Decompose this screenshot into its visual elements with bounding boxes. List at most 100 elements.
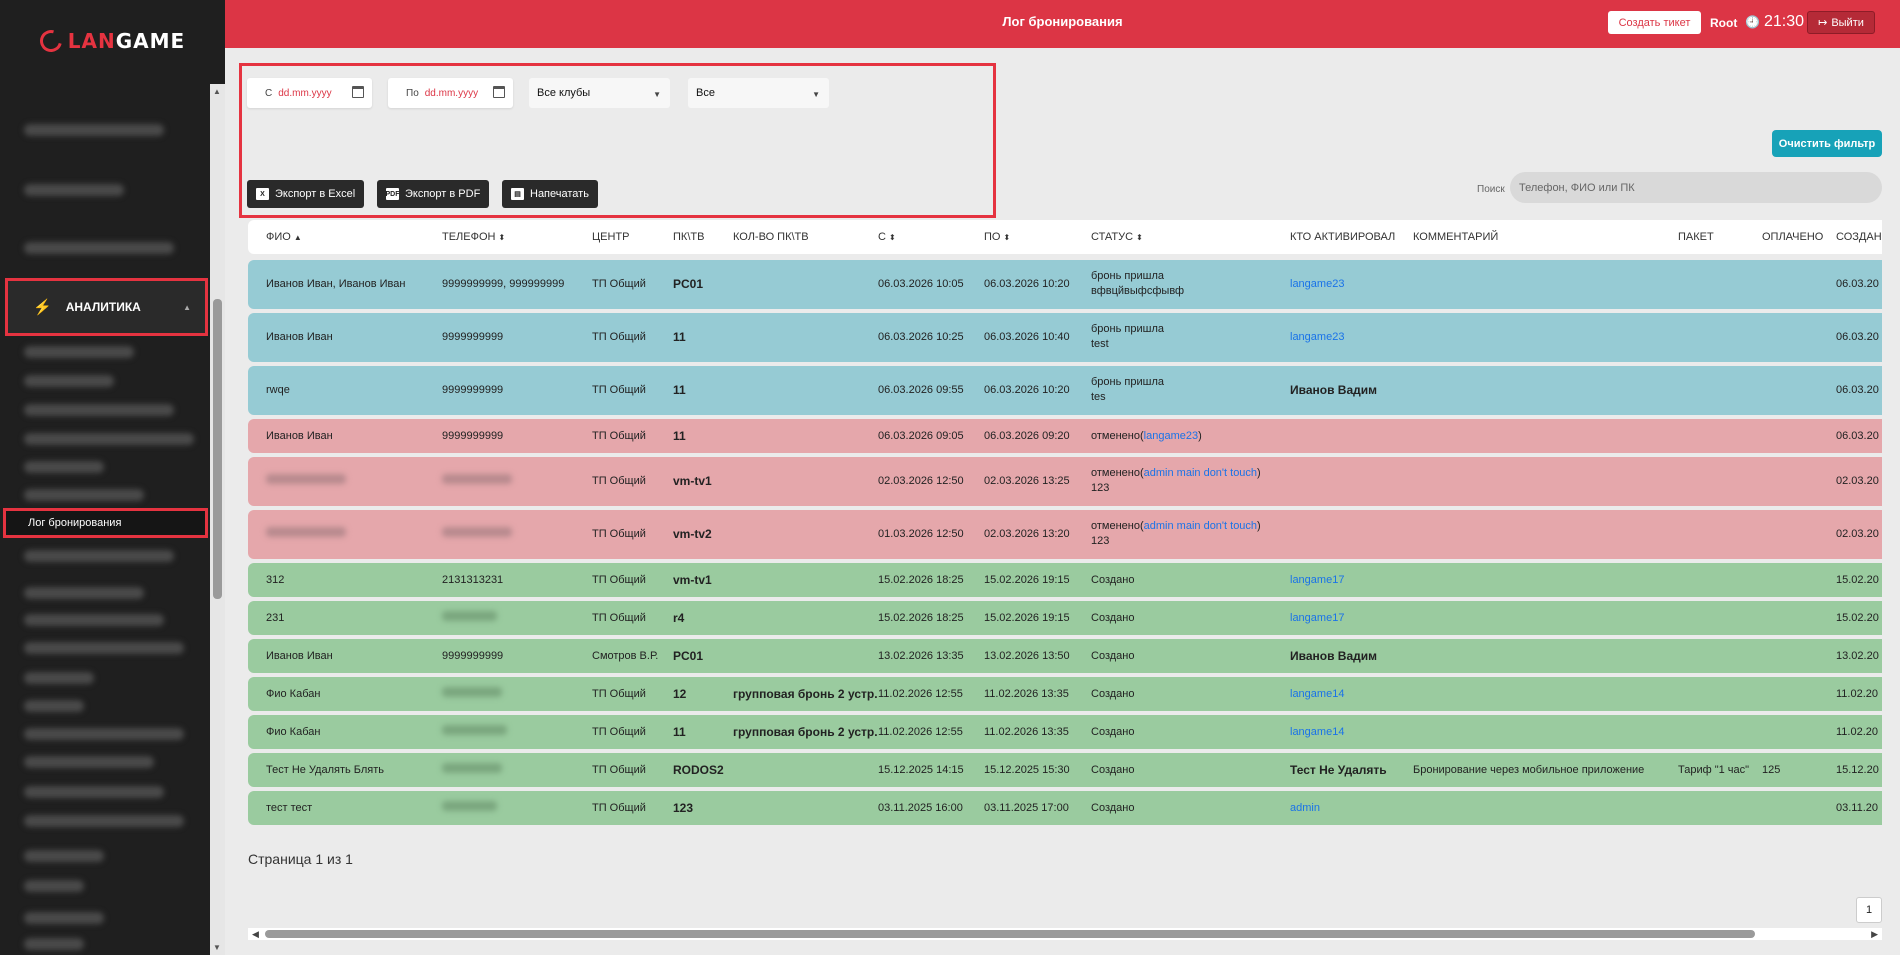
search-input[interactable] <box>1510 172 1882 203</box>
table-row[interactable]: Иванов Иван 9999999999 ТП Общий 11 06.03… <box>248 313 1882 362</box>
column-header-fio[interactable]: ФИО ▲ <box>266 231 302 243</box>
column-header-paid: ОПЛАЧЕНО <box>1762 231 1824 243</box>
create-ticket-button[interactable]: Создать тикет <box>1608 11 1701 34</box>
export-pdf-button[interactable]: PDF Экспорт в PDF <box>377 180 490 208</box>
cell-status-note: 123 <box>1091 535 1110 547</box>
table-row[interactable]: Иванов Иван 9999999999 Смотров В.Р. PC01… <box>248 639 1882 673</box>
sidebar-subitem[interactable] <box>24 550 174 562</box>
logo-text: LANGAME <box>67 29 186 53</box>
sidebar-subitem[interactable] <box>24 815 184 827</box>
table-row[interactable]: ТП Общий vm-tv2 01.03.2026 12:50 02.03.2… <box>248 510 1882 559</box>
sidebar-subitem[interactable] <box>24 912 104 924</box>
export-excel-button[interactable]: X Экспорт в Excel <box>247 180 365 208</box>
cell-activated: Иванов Вадим <box>1290 649 1378 663</box>
sidebar-subitem[interactable] <box>24 587 144 599</box>
cell-activated-link[interactable]: langame17 <box>1290 574 1345 586</box>
sidebar-subitem[interactable] <box>24 642 184 654</box>
column-header-from[interactable]: С ⬍ <box>878 231 896 243</box>
date-to-label: По <box>406 87 419 99</box>
cell-package: Тариф "1 час" <box>1678 764 1750 776</box>
print-label: Напечатать <box>530 188 589 200</box>
sidebar-subitem[interactable] <box>24 700 84 712</box>
cell-fio: Иванов Иван, Иванов Иван <box>266 278 406 290</box>
column-header-phone[interactable]: ТЕЛЕФОН ⬍ <box>442 231 506 243</box>
table-row[interactable]: Тест Не Удалять Блять ТП Общий RODOS2 15… <box>248 753 1882 787</box>
clubs-select[interactable]: Все клубы ▼ <box>529 78 670 108</box>
user-name[interactable]: Root <box>1710 16 1738 30</box>
sidebar-subitem[interactable] <box>24 489 144 501</box>
table-row[interactable]: 312 2131313231 ТП Общий vm-tv1 15.02.202… <box>248 563 1882 597</box>
cell-activated-link[interactable]: admin <box>1290 802 1320 814</box>
sidebar-subitem[interactable] <box>24 728 184 740</box>
status-user-link[interactable]: admin main don't touch <box>1143 467 1258 479</box>
sidebar-subitem[interactable] <box>24 672 94 684</box>
table-row[interactable]: 231 ТП Общий r4 15.02.2026 18:25 15.02.2… <box>248 601 1882 635</box>
clear-filter-button[interactable]: Очистить фильтр <box>1772 130 1882 157</box>
calendar-icon[interactable] <box>493 86 505 98</box>
calendar-icon[interactable] <box>352 86 364 98</box>
scroll-down-icon[interactable]: ▼ <box>213 943 221 952</box>
sidebar-subitem[interactable] <box>24 404 174 416</box>
scrollbar-thumb[interactable] <box>265 930 1755 938</box>
table-row[interactable]: rwqe 9999999999 ТП Общий 11 06.03.2026 0… <box>248 366 1882 415</box>
sidebar-subitem[interactable] <box>24 433 194 445</box>
sidebar-item-analytics[interactable]: ⚡ АНАЛИТИКА ▲ <box>5 278 208 336</box>
cell-created: 06.03.20 <box>1836 384 1879 396</box>
cell-activated-link[interactable]: langame17 <box>1290 612 1345 624</box>
cell-center: ТП Общий <box>592 384 646 396</box>
column-header-status[interactable]: СТАТУС ⬍ <box>1091 231 1143 243</box>
cell-center: Смотров В.Р. <box>592 650 659 662</box>
sidebar-subitem[interactable] <box>24 850 104 862</box>
table-row[interactable]: Фио Кабан ТП Общий 11 групповая бронь 2 … <box>248 715 1882 749</box>
cell-pc: 123 <box>673 801 694 815</box>
logout-button[interactable]: ↦ Выйти <box>1807 11 1875 34</box>
scroll-left-icon[interactable]: ◀ <box>252 929 259 939</box>
sidebar-subitem[interactable] <box>24 938 84 950</box>
table-row[interactable]: Иванов Иван 9999999999 ТП Общий 11 06.03… <box>248 419 1882 453</box>
sidebar-item[interactable] <box>24 184 124 196</box>
clock-time: 21:30 <box>1763 13 1804 30</box>
status-user-link[interactable]: admin main don't touch <box>1143 520 1258 532</box>
cell-paid: 125 <box>1762 764 1781 776</box>
cell-activated: Иванов Вадим <box>1290 383 1378 397</box>
sidebar: LANGAME ⚡ АНАЛИТИКА ▲ Лог бронирования ▲… <box>0 0 225 955</box>
sidebar-item[interactable] <box>24 124 164 136</box>
cell-status: Создано <box>1091 650 1135 662</box>
sidebar-subitem[interactable] <box>24 880 84 892</box>
sidebar-subitem[interactable] <box>24 461 104 473</box>
logout-label: Выйти <box>1831 16 1864 29</box>
sidebar-subitem[interactable] <box>24 756 154 768</box>
table-row[interactable]: Иванов Иван, Иванов Иван 9999999999, 999… <box>248 260 1882 309</box>
cell-fio: Иванов Иван <box>266 430 333 442</box>
date-from-label: С <box>265 87 273 99</box>
print-button[interactable]: ▤ Напечатать <box>502 180 598 208</box>
date-to-field[interactable]: По dd.mm.yyyy <box>388 78 513 108</box>
date-from-field[interactable]: С dd.mm.yyyy <box>247 78 372 108</box>
scrollbar-thumb[interactable] <box>213 299 222 599</box>
column-header-to[interactable]: ПО ⬍ <box>984 231 1011 243</box>
status-select[interactable]: Все ▼ <box>688 78 829 108</box>
column-header-created: СОЗДАН <box>1836 231 1882 243</box>
table-row[interactable]: Фио Кабан ТП Общий 12 групповая бронь 2 … <box>248 677 1882 711</box>
horizontal-scrollbar[interactable]: ◀ ▶ <box>248 928 1882 940</box>
cell-activated-link[interactable]: langame14 <box>1290 688 1345 700</box>
sidebar-subitem[interactable] <box>24 614 164 626</box>
scroll-up-icon[interactable]: ▲ <box>213 87 221 96</box>
sidebar-subitem[interactable] <box>24 346 134 358</box>
sidebar-subitem[interactable] <box>24 375 114 387</box>
cell-activated-link[interactable]: langame23 <box>1290 278 1345 290</box>
cell-activated-link[interactable]: langame14 <box>1290 726 1345 738</box>
logo[interactable]: LANGAME <box>0 0 225 82</box>
sidebar-subitem[interactable] <box>24 786 164 798</box>
sidebar-item-booking-log[interactable]: Лог бронирования <box>3 508 208 538</box>
sidebar-scrollbar[interactable]: ▲ ▼ <box>210 84 225 955</box>
status-user-link[interactable]: langame23 <box>1143 430 1199 442</box>
page-1-button[interactable]: 1 <box>1856 897 1882 923</box>
table-row[interactable]: тест тест ТП Общий 123 03.11.2025 16:00 … <box>248 791 1882 825</box>
cell-from: 15.02.2026 18:25 <box>878 574 964 586</box>
scroll-right-icon[interactable]: ▶ <box>1871 929 1878 939</box>
table-row[interactable]: ТП Общий vm-tv1 02.03.2026 12:50 02.03.2… <box>248 457 1882 506</box>
cell-center: ТП Общий <box>592 726 646 738</box>
sidebar-item[interactable] <box>24 242 174 254</box>
cell-activated-link[interactable]: langame23 <box>1290 331 1345 343</box>
